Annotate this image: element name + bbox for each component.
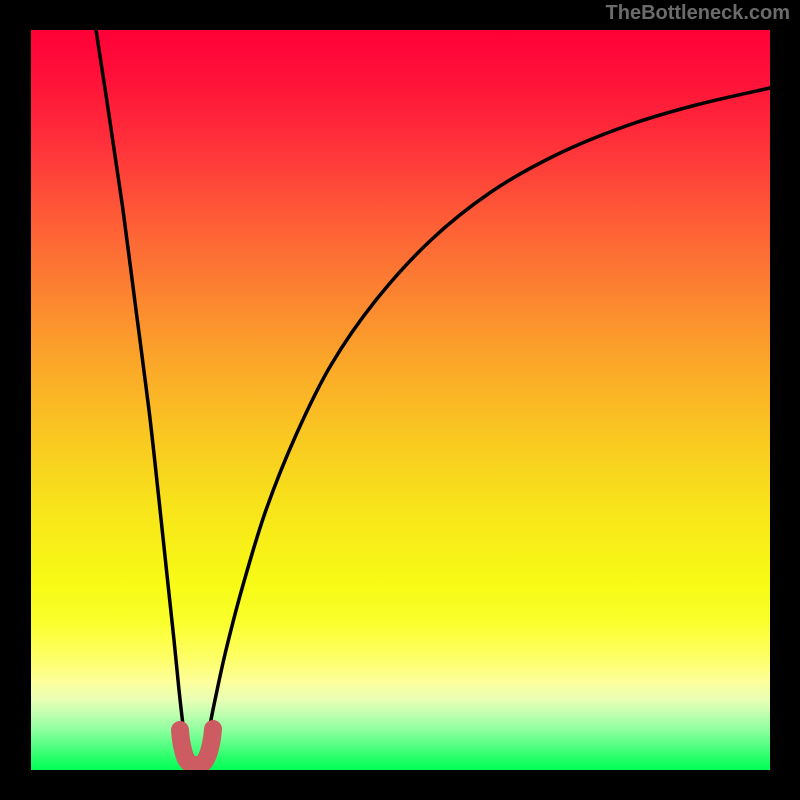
optimal-marker: [180, 729, 213, 765]
bottleneck-curve: [96, 30, 186, 746]
curve-layer: [31, 30, 770, 770]
bottleneck-curve: [206, 88, 770, 746]
watermark-text: TheBottleneck.com: [606, 2, 790, 25]
plot-area: [31, 30, 770, 770]
chart-canvas: TheBottleneck.com: [0, 0, 800, 800]
